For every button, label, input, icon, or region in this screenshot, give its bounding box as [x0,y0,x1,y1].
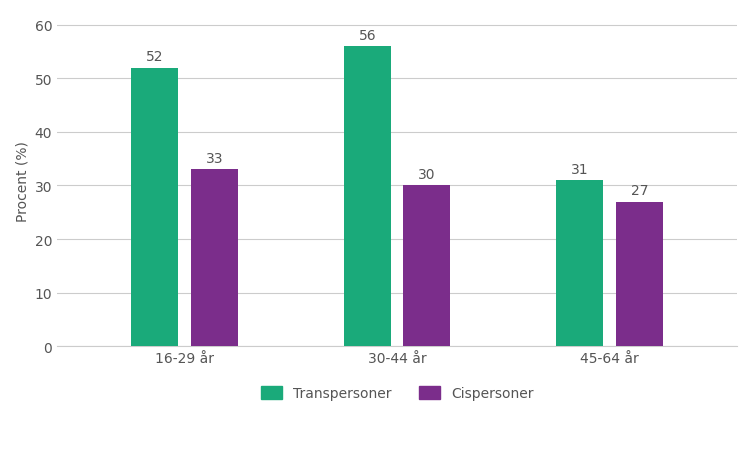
Bar [344,47,390,346]
Text: 27: 27 [630,184,648,198]
Y-axis label: Procent (%): Procent (%) [15,140,29,221]
Bar [616,202,663,346]
Text: 30: 30 [418,168,435,182]
Text: 31: 31 [571,162,589,176]
Legend: Transpersoner, Cispersoner: Transpersoner, Cispersoner [255,381,539,406]
Bar [132,69,178,346]
Bar [556,181,603,346]
Text: 56: 56 [359,29,376,43]
Bar [191,170,238,346]
Bar [403,186,450,346]
Text: 52: 52 [146,50,163,64]
Text: 33: 33 [205,152,223,166]
